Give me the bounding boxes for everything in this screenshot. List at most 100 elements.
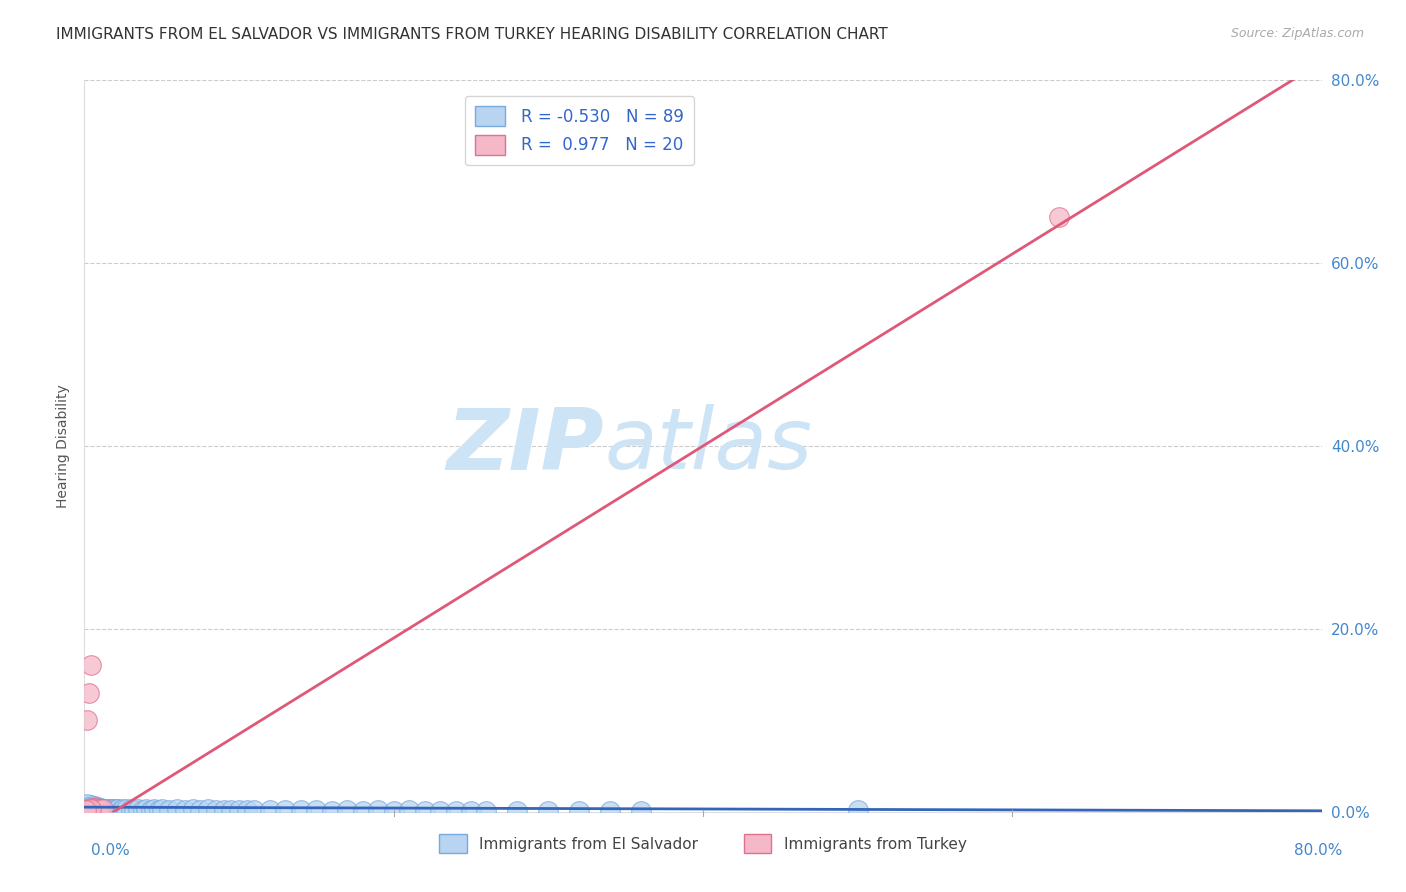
Point — [174, 803, 197, 817]
Point — [82, 799, 104, 814]
Point — [83, 802, 105, 816]
Point — [82, 801, 104, 815]
Point — [87, 801, 110, 815]
Point — [219, 803, 242, 817]
Point — [100, 802, 122, 816]
Point — [107, 802, 129, 816]
Point — [444, 804, 467, 818]
Point — [75, 803, 97, 817]
Point — [98, 802, 121, 816]
Point — [122, 803, 145, 817]
Point — [413, 804, 436, 818]
Point — [599, 804, 621, 818]
Text: Source: ZipAtlas.com: Source: ZipAtlas.com — [1230, 27, 1364, 40]
Point — [82, 802, 104, 816]
Point — [290, 803, 312, 817]
Point — [76, 802, 98, 816]
Point — [110, 803, 132, 817]
Point — [75, 803, 97, 817]
Text: ZIP: ZIP — [446, 404, 605, 488]
Point — [76, 802, 98, 816]
Point — [181, 802, 204, 816]
Point — [79, 658, 101, 673]
Text: 0.0%: 0.0% — [91, 843, 131, 858]
Point — [382, 804, 405, 818]
Point — [82, 801, 104, 815]
Point — [398, 803, 420, 817]
Point — [87, 802, 110, 816]
Text: IMMIGRANTS FROM EL SALVADOR VS IMMIGRANTS FROM TURKEY HEARING DISABILITY CORRELA: IMMIGRANTS FROM EL SALVADOR VS IMMIGRANT… — [56, 27, 889, 42]
Point — [82, 803, 104, 817]
Point — [132, 803, 155, 817]
Point — [86, 800, 108, 814]
Point — [84, 801, 107, 815]
Point — [321, 804, 343, 818]
Point — [83, 801, 105, 815]
Point — [1047, 211, 1070, 225]
Point — [235, 803, 259, 817]
Point — [150, 802, 173, 816]
Point — [228, 803, 250, 817]
Point — [188, 803, 211, 817]
Point — [89, 802, 111, 816]
Point — [243, 803, 266, 817]
Point — [112, 802, 135, 816]
Point — [537, 804, 560, 818]
Point — [83, 800, 105, 814]
Y-axis label: Hearing Disability: Hearing Disability — [56, 384, 70, 508]
Point — [139, 803, 162, 817]
Point — [475, 804, 498, 818]
Point — [86, 803, 108, 817]
Point — [79, 798, 101, 813]
Point — [367, 803, 389, 817]
Point — [79, 800, 101, 814]
Point — [77, 799, 100, 814]
Point — [79, 802, 101, 816]
Point — [259, 803, 281, 817]
Point — [91, 802, 114, 816]
Point — [76, 800, 98, 814]
Point — [103, 802, 125, 816]
Legend: Immigrants from El Salvador, Immigrants from Turkey: Immigrants from El Salvador, Immigrants … — [433, 828, 973, 859]
Point — [429, 804, 451, 818]
Point — [205, 803, 228, 817]
Point — [86, 801, 108, 815]
Point — [127, 802, 149, 816]
Point — [460, 804, 482, 818]
Point — [115, 802, 138, 816]
Point — [568, 804, 591, 818]
Text: 80.0%: 80.0% — [1295, 843, 1343, 858]
Point — [159, 803, 180, 817]
Point — [77, 686, 100, 700]
Point — [630, 804, 652, 818]
Point — [91, 802, 114, 816]
Point — [148, 803, 170, 817]
Point — [83, 801, 105, 815]
Point — [166, 802, 188, 816]
Point — [79, 802, 101, 816]
Point — [79, 802, 101, 816]
Point — [77, 803, 100, 817]
Point — [83, 803, 105, 817]
Point — [93, 802, 115, 816]
Point — [76, 714, 98, 728]
Text: atlas: atlas — [605, 404, 813, 488]
Point — [87, 803, 110, 817]
Point — [143, 802, 166, 816]
Point — [86, 802, 108, 816]
Point — [101, 802, 124, 816]
Point — [90, 803, 112, 817]
Point — [76, 797, 98, 812]
Point — [77, 803, 100, 817]
Point — [846, 803, 869, 817]
Point — [89, 803, 111, 817]
Point — [90, 801, 112, 815]
Point — [89, 801, 111, 815]
Point — [336, 803, 359, 817]
Point — [120, 802, 142, 816]
Point — [79, 803, 101, 817]
Point — [77, 803, 100, 817]
Point — [104, 802, 127, 816]
Point — [105, 802, 128, 816]
Point — [84, 802, 107, 816]
